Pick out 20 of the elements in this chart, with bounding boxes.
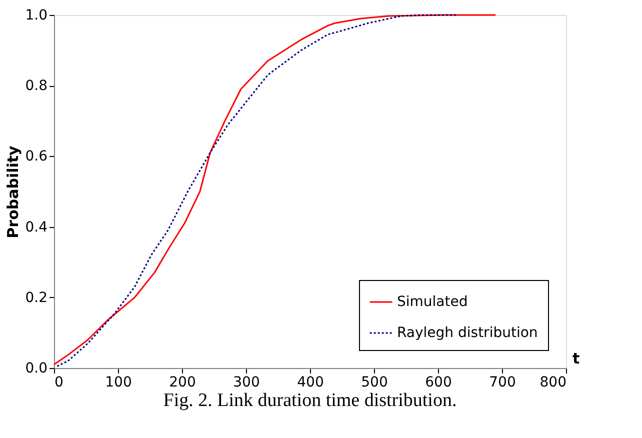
x-tick-label: 200	[169, 374, 196, 390]
y-tick-label: 0.8	[25, 78, 48, 94]
x-axis-title: t	[572, 350, 580, 368]
y-tick-label: 0.4	[25, 219, 48, 236]
y-tick-label: 0.2	[25, 290, 48, 306]
y-tick-label: 0.0	[25, 360, 48, 376]
x-tick-label: 700	[489, 374, 516, 390]
x-tick-label: 600	[425, 374, 452, 390]
x-tick-label: 500	[361, 374, 388, 390]
y-tick-label: 0.6	[25, 148, 48, 165]
legend-label: Raylegh distribution	[397, 325, 538, 341]
x-tick-label: 300	[233, 374, 260, 390]
legend-label: Simulated	[397, 294, 468, 310]
y-tick-label: 1.0	[25, 8, 48, 24]
x-tick-label: 800	[540, 374, 566, 390]
caption: Fig. 2. Link duration time distribution.	[163, 390, 457, 411]
x-tick-label: 0	[54, 374, 64, 390]
x-tick-label: 400	[297, 374, 324, 390]
x-tick-label: 100	[105, 374, 132, 390]
y-axis-title: Probability	[4, 145, 22, 238]
